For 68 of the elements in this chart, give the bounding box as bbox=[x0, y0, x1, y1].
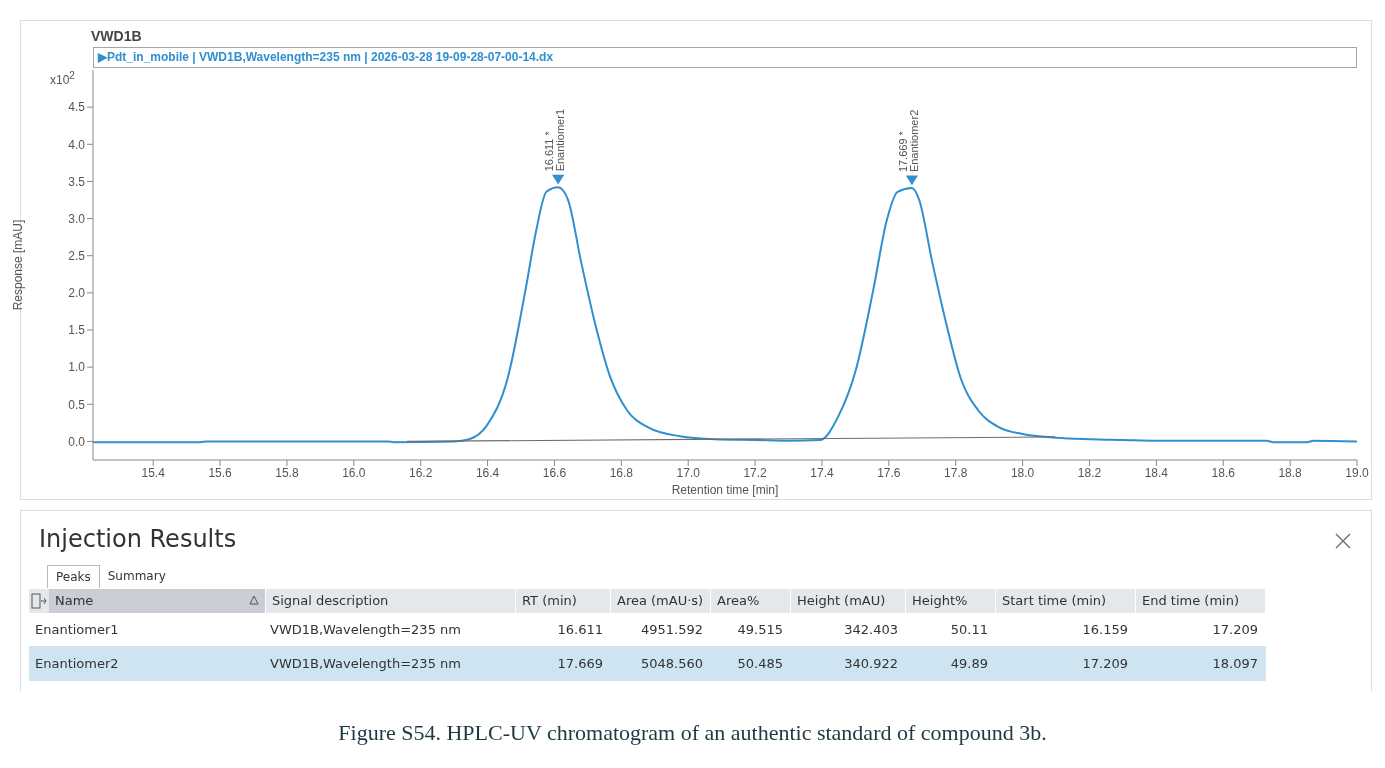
y-axis-title: Response [mAU] bbox=[11, 219, 26, 311]
x-tick-label: 17.0 bbox=[676, 465, 701, 480]
x-tick-label: 16.4 bbox=[475, 465, 500, 480]
line-series bbox=[93, 186, 1357, 444]
x-axis-title: Retention time [min] bbox=[671, 483, 779, 497]
y-tick-label: 3.5 bbox=[68, 174, 86, 189]
x-tick-label: 15.6 bbox=[208, 465, 233, 480]
x-tick-label: 19.0 bbox=[1345, 465, 1369, 480]
chart-subtitle: ▶Pdt_in_mobile | VWD1B,Wavelength=235 nm | 2026-03-28 19-09-28-07-00-14.dx bbox=[93, 47, 1357, 68]
x-tick-label: 18.4 bbox=[1144, 465, 1169, 480]
text: RT (min) bbox=[516, 589, 611, 613]
text: 17.209 bbox=[1081, 656, 1129, 671]
annotation: 16.611 * Enantiomer1 bbox=[543, 109, 567, 172]
x-tick-label: 17.8 bbox=[944, 465, 968, 480]
text: VWD1B,Wavelength=235 nm bbox=[269, 656, 462, 671]
x-tick-label: 17.4 bbox=[810, 465, 834, 480]
x-tick-label: 16.8 bbox=[609, 465, 634, 480]
x-tick-label: 18.6 bbox=[1211, 465, 1236, 480]
x-tick-label: 17.6 bbox=[877, 465, 901, 480]
text: 342.403 bbox=[843, 622, 899, 637]
y-tick-label: 2.0 bbox=[68, 286, 86, 301]
text: Signal description bbox=[266, 589, 516, 613]
y-tick-label: 0.0 bbox=[68, 434, 86, 449]
y-tick-label: 3.0 bbox=[68, 211, 86, 226]
y-tick-label: 2.5 bbox=[68, 248, 86, 263]
text: 16.611 bbox=[556, 622, 604, 637]
text: 16.159 bbox=[1081, 622, 1129, 637]
text: 50.11 bbox=[949, 622, 989, 637]
caption: Figure S54. HPLC-UV chromatogram of an authentic standard of compound 3b. bbox=[337, 720, 1048, 746]
y-tick-label: 4.0 bbox=[68, 137, 86, 152]
x-tick-label: 18.8 bbox=[1278, 465, 1303, 480]
chart-title: VWD1B bbox=[91, 28, 142, 44]
x-tick-label: 16.2 bbox=[409, 465, 433, 480]
text: 18.097 bbox=[1211, 656, 1259, 671]
text: Enantiomer2 bbox=[34, 656, 120, 671]
x-tick-label: 15.4 bbox=[141, 465, 166, 480]
text: VWD1B,Wavelength=235 nm bbox=[269, 622, 462, 637]
y-tick-label: 1.0 bbox=[68, 360, 86, 375]
x-tick-label: 16.6 bbox=[542, 465, 567, 480]
x-tick-label: 15.8 bbox=[275, 465, 299, 480]
text: Height% bbox=[906, 589, 996, 613]
text: 49.89 bbox=[949, 656, 989, 671]
text: Enantiomer1 bbox=[34, 622, 120, 637]
text: Injection Results bbox=[39, 525, 237, 553]
text: 50.485 bbox=[736, 656, 784, 671]
text: Peaks bbox=[47, 565, 100, 588]
y-tick-label: 0.5 bbox=[68, 397, 86, 412]
y-tick-label: 1.5 bbox=[68, 323, 86, 338]
text: 49.515 bbox=[736, 622, 784, 637]
y-tick-label: 4.5 bbox=[68, 100, 86, 115]
x-tick-label: 17.2 bbox=[743, 465, 768, 480]
text: 5048.560 bbox=[639, 656, 704, 671]
text: Area (mAU·s) bbox=[611, 589, 711, 613]
x-tick-label: 18.0 bbox=[1010, 465, 1035, 480]
annotation: 17.669 * Enantiomer2 bbox=[896, 109, 920, 173]
text: Name bbox=[49, 589, 266, 613]
text: End time (min) bbox=[1136, 589, 1266, 613]
text: Summary bbox=[99, 565, 174, 588]
text: 340.922 bbox=[843, 656, 899, 671]
text: Height (mAU) bbox=[791, 589, 906, 613]
text: Start time (min) bbox=[996, 589, 1136, 613]
text: 17.669 bbox=[556, 656, 604, 671]
text: Area% bbox=[711, 589, 791, 613]
text: 17.209 bbox=[1211, 622, 1259, 637]
text: 4951.592 bbox=[639, 622, 704, 637]
x-tick-label: 18.2 bbox=[1077, 465, 1102, 480]
x-tick-label: 16.0 bbox=[342, 465, 366, 480]
text: x10$^{2}$ bbox=[50, 70, 75, 87]
